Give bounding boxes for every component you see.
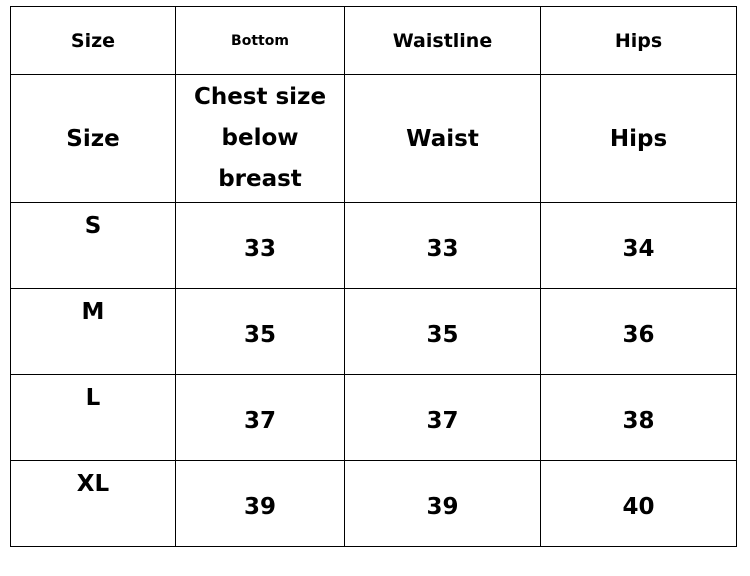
size-label-text: XL (76, 471, 110, 497)
header1-hips: Hips (540, 6, 737, 75)
size-label: M (10, 288, 176, 375)
table-row: L 37 37 38 (10, 374, 737, 461)
waist-value-text: 39 (426, 493, 459, 520)
hips-value: 36 (540, 288, 737, 375)
size-label: S (10, 202, 176, 289)
hips-value: 40 (540, 460, 737, 547)
hips-value-text: 40 (622, 493, 655, 520)
waist-value: 33 (344, 202, 541, 289)
bottom-value: 35 (175, 288, 345, 375)
bottom-value: 37 (175, 374, 345, 461)
waist-value-text: 33 (426, 235, 459, 262)
header1-bottom: Bottom (175, 6, 345, 75)
bottom-value-text: 37 (243, 407, 276, 434)
bottom-value-text: 35 (243, 321, 276, 348)
header2-chest-size: Chest size below breast (175, 74, 345, 203)
size-label-text: L (85, 385, 101, 411)
size-chart-table: Size Bottom Waistline Hips Size Chest si… (10, 6, 737, 547)
hips-value-text: 38 (622, 407, 655, 434)
waist-value: 35 (344, 288, 541, 375)
waist-value-text: 37 (426, 407, 459, 434)
bottom-value-text: 39 (243, 493, 276, 520)
table-row: S 33 33 34 (10, 202, 737, 289)
bottom-value-text: 33 (243, 235, 276, 262)
hips-value-text: 36 (622, 321, 655, 348)
size-label-text: S (84, 213, 102, 239)
table-row: XL 39 39 40 (10, 460, 737, 547)
table-row: M 35 35 36 (10, 288, 737, 375)
header2-hips: Hips (540, 74, 737, 203)
size-label: XL (10, 460, 176, 547)
hips-value: 38 (540, 374, 737, 461)
bottom-value: 39 (175, 460, 345, 547)
waist-value: 39 (344, 460, 541, 547)
waist-value-text: 35 (426, 321, 459, 348)
waist-value: 37 (344, 374, 541, 461)
header2-waist: Waist (344, 74, 541, 203)
hips-value-text: 34 (622, 235, 655, 262)
header2-size: Size (10, 74, 176, 203)
header-row-1: Size Bottom Waistline Hips (10, 6, 737, 75)
hips-value: 34 (540, 202, 737, 289)
header-row-2: Size Chest size below breast Waist Hips (10, 74, 737, 203)
header1-waistline: Waistline (344, 6, 541, 75)
size-label-text: M (81, 299, 105, 325)
bottom-value: 33 (175, 202, 345, 289)
size-label: L (10, 374, 176, 461)
header1-size: Size (10, 6, 176, 75)
